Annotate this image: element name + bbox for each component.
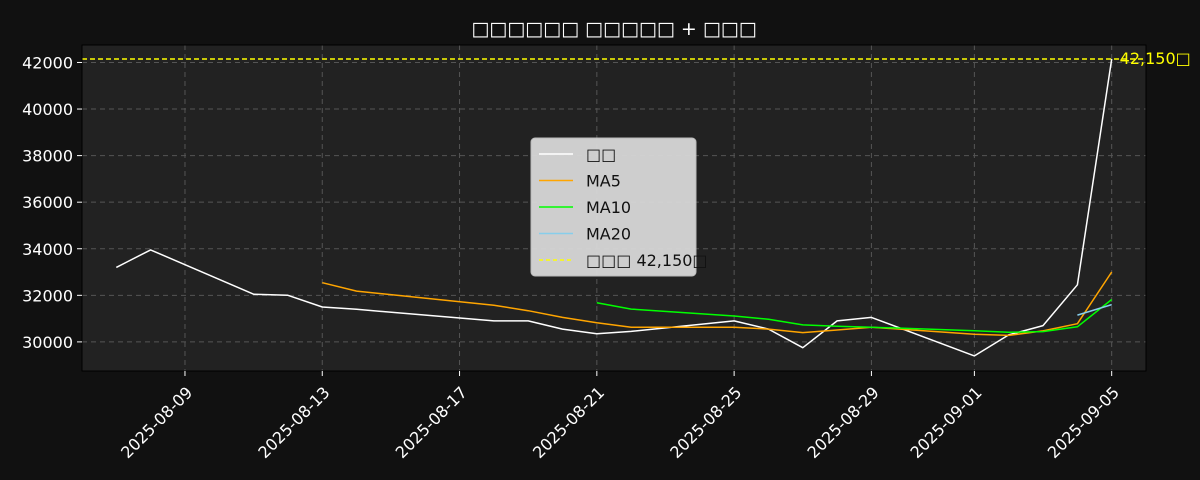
y-axis: 30000 32000 34000 36000 38000 40000 42000 [22,53,82,352]
y-tick-label: 40000 [22,100,73,119]
y-tick-label: 36000 [22,193,73,212]
chart-title: □□□□□□ □□□□□ + □□□ [471,18,756,40]
y-tick-label: 38000 [22,147,73,166]
series-line-2 [596,298,1113,334]
plot-frame [81,44,1147,372]
grid [82,45,1146,371]
y-tick-label: 30000 [22,333,73,352]
series-line-1 [322,271,1113,337]
legend-label: MA20 [586,225,631,244]
y-tick-label: 42000 [22,53,73,72]
reference-label: 42,150□ [1120,49,1191,68]
legend-label: MA10 [586,198,631,217]
y-tick-label: 32000 [22,286,73,305]
legend-box [530,137,697,277]
legend-label: □□ [586,145,616,164]
series-layer [115,58,1113,357]
reference-layer: 42,150□ [82,49,1191,68]
series-line-3 [1077,303,1112,316]
y-tick-label: 34000 [22,240,73,259]
legend: □□ MA5 MA10 MA20 □□□ 42,150□ [530,137,708,277]
legend-label: MA5 [586,172,621,191]
legend-label: □□□ 42,150□ [586,251,708,270]
series-line-0 [115,58,1113,357]
